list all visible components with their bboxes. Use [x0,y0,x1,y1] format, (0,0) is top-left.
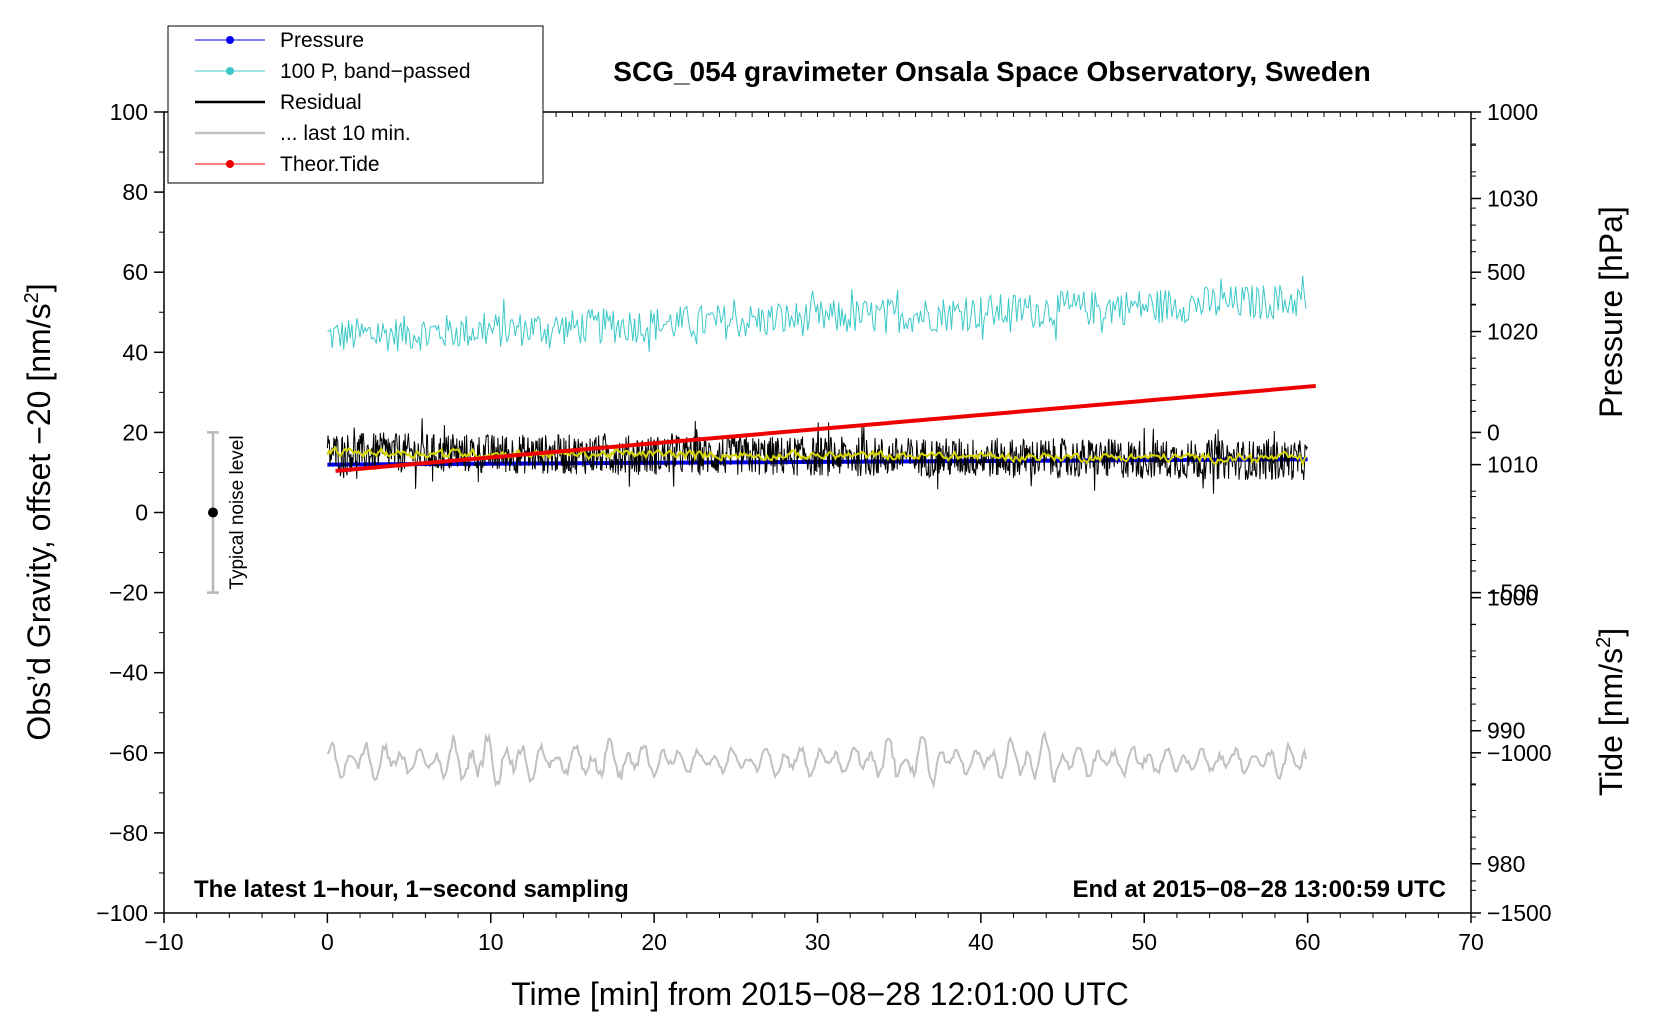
y-left-tick-label: 40 [122,339,148,365]
x-tick-label: 50 [1131,929,1157,955]
legend-label: Theor.Tide [280,153,380,176]
y-axis-left-label: Obs’d Gravity, offset −20 [nm/s2] [21,283,57,740]
y-pressure-tick-label: 1000 [1487,585,1538,611]
y-axis-left: 100 80 60 40 20 0 −20 −40 −60 −80 −100 [96,99,164,926]
legend: Pressure 100 P, band−passed Residual ... la… [167,25,544,184]
y-axis-tide-label-end: ] [1593,628,1629,637]
noise-level-center [208,507,219,518]
x-tick-label: 30 [805,929,831,955]
noise-level-label: Typical noise level [227,435,248,589]
x-tick-label: 40 [968,929,994,955]
legend-marker [226,67,234,75]
y-pressure-tick-label: 1010 [1487,452,1538,478]
y-tide-tick-label: 500 [1487,259,1525,285]
y-pressure-tick-label: 990 [1487,718,1525,744]
y-tide-tick-label: 0 [1487,419,1500,445]
y-left-tick-label: 60 [122,259,148,285]
y-axis-pressure-label: Pressure [hPa] [1593,206,1629,418]
y-tide-tick-label: 1000 [1487,99,1538,125]
x-axis: −10 0 10 20 30 40 50 60 70 [144,112,1484,955]
y-left-tick-label: −80 [109,820,148,846]
y-axis-left-label-text: Obs’d Gravity, offset −20 [nm/s [21,303,57,740]
legend-marker [226,36,234,44]
y-pressure-tick-label: 980 [1487,851,1525,877]
y-left-tick-label: 100 [110,99,148,125]
y-tide-tick-label: −1500 [1487,900,1552,926]
x-tick-label: 0 [321,929,334,955]
series-band-passed [327,275,1307,352]
y-axis-left-label-end: ] [21,283,57,292]
y-axis-tide-label-sup: 2 [1593,637,1615,648]
chart-title: SCG_054 gravimeter Onsala Space Observat… [613,56,1370,87]
series-theor-tide [335,383,1316,473]
y-left-tick-label: −60 [109,740,148,766]
y-left-tick-label: −40 [109,660,148,686]
legend-label: 100 P, band−passed [280,60,471,83]
y-pressure-tick-label: 1020 [1487,319,1538,345]
y-axis-pressure: 1030 1020 1010 1000 990 980 [1471,118,1538,918]
x-tick-label: 70 [1458,929,1484,955]
y-left-tick-label: 20 [122,419,148,445]
y-pressure-tick-label: 1030 [1487,185,1538,211]
plot-area [163,111,1472,914]
series-layer [326,275,1316,789]
y-axis-tide-label-text: Tide [nm/s [1593,648,1629,796]
legend-label: ... last 10 min. [280,122,411,145]
y-axis-tide: 1000 500 0 −500 −1000 −1500 [1471,99,1552,926]
legend-label: Residual [280,91,362,114]
x-axis-label: Time [min] from 2015−08−28 12:01:00 UTC [511,976,1129,1012]
noise-level-bar: Typical noise level [207,431,248,594]
y-left-tick-label: 0 [135,500,148,526]
x-tick-label: 60 [1295,929,1321,955]
series-last-10-min [326,730,1307,789]
legend-label: Pressure [280,29,364,52]
x-tick-label: −10 [144,929,183,955]
y-left-tick-label: −100 [96,900,148,926]
y-axis-tide-label: Tide [nm/s2] [1593,628,1629,796]
y-tide-tick-label: −500 [1487,580,1539,606]
legend-marker [226,160,234,168]
y-left-tick-label: −20 [109,580,148,606]
series-residual [326,418,1309,494]
y-axis-left-label-sup: 2 [21,292,43,303]
annotation-end-time: End at 2015−08−28 13:00:59 UTC [1072,876,1446,903]
x-tick-label: 10 [478,929,504,955]
x-tick-label: 20 [641,929,667,955]
y-tide-tick-label: −1000 [1487,740,1552,766]
legend-box [167,25,544,184]
annotation-sampling: The latest 1−hour, 1−second sampling [194,876,629,903]
y-left-tick-label: 80 [122,179,148,205]
